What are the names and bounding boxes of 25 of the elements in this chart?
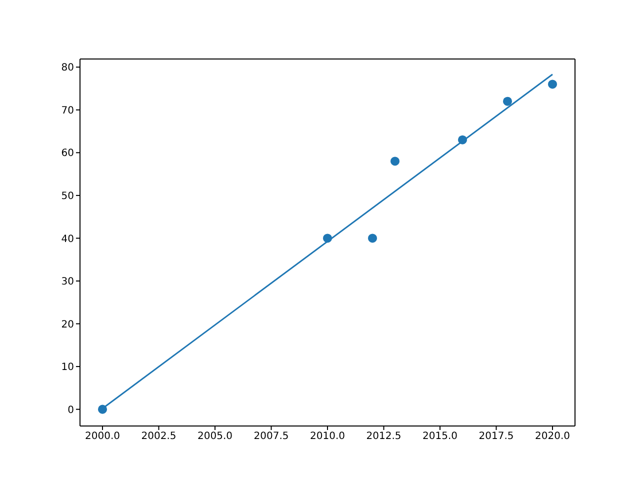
y-tick-label: 0: [68, 404, 74, 416]
x-tick-label: 2005.0: [198, 431, 232, 442]
point: [322, 234, 332, 243]
y-tick-label: 40: [61, 234, 74, 245]
x-tick-label: 2020.0: [535, 431, 570, 442]
y-tick-label: 60: [61, 148, 74, 160]
point: [390, 156, 400, 166]
point: [98, 404, 108, 414]
x-tick-label: 2010.0: [310, 431, 345, 442]
y-tick-label: 70: [61, 105, 74, 116]
y-tick-label: 80: [61, 62, 74, 74]
x-tick-label: 2000.0: [85, 431, 120, 442]
y-tick-label: 30: [61, 276, 74, 288]
x-tick-label: 2015.0: [422, 431, 458, 442]
x-tick-label: 2002.5: [141, 431, 176, 442]
x-tick-label: 2007.5: [254, 431, 289, 442]
y-tick-label: 20: [61, 319, 74, 330]
x-tick-label: 2012.5: [366, 431, 402, 442]
y-tick-label: 10: [61, 362, 74, 374]
point: [502, 96, 512, 106]
y-tick-label: 50: [61, 191, 74, 202]
point: [368, 234, 378, 243]
point: [548, 80, 558, 89]
point: [458, 135, 468, 144]
x-tick-label: 2017.5: [478, 431, 514, 442]
